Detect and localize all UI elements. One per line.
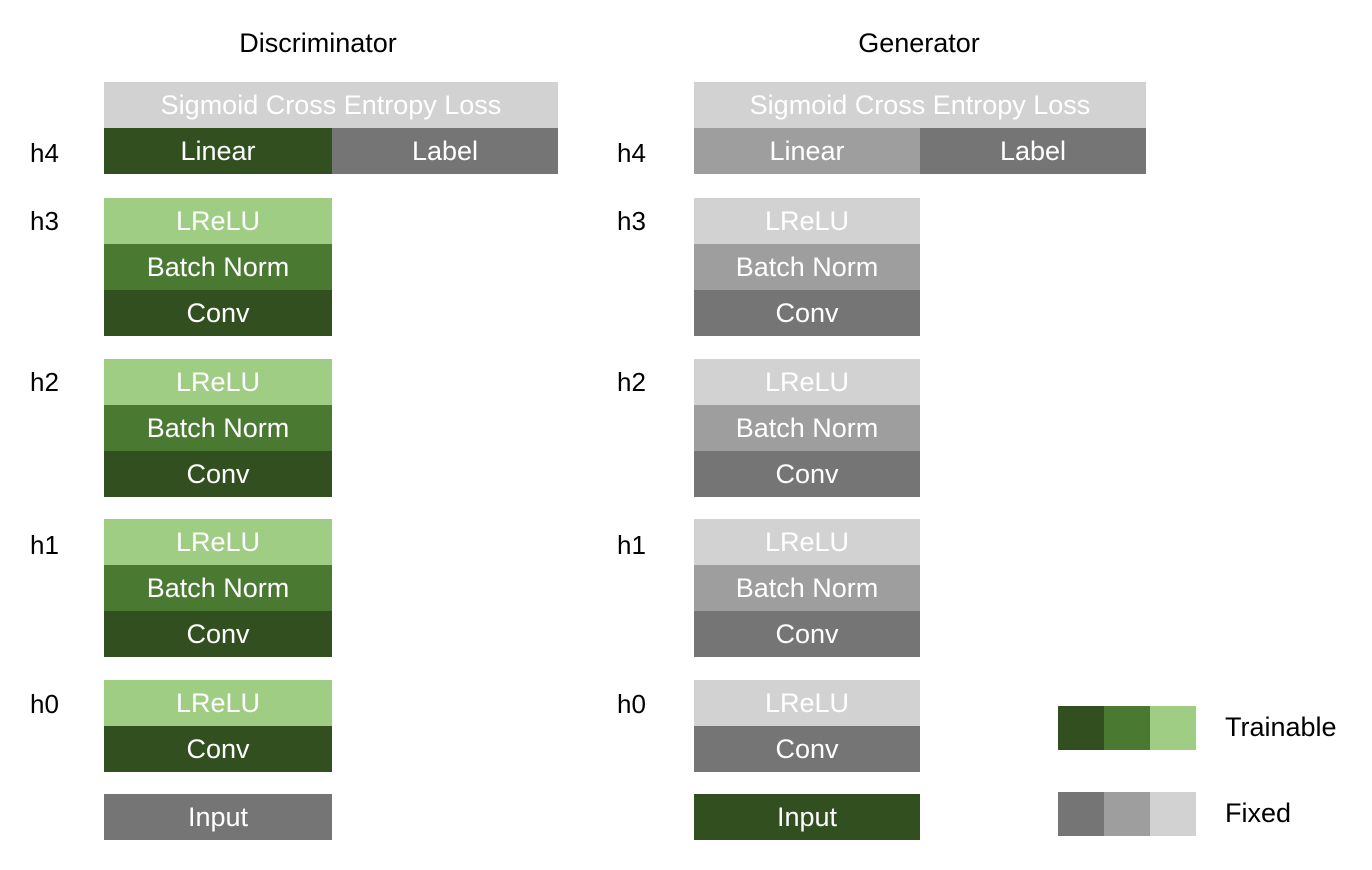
- discriminator-h4-label-block: Label: [332, 128, 558, 174]
- discriminator-h0-conv-block: Conv: [104, 726, 332, 772]
- discriminator-h1-batchnorm-block: Batch Norm: [104, 565, 332, 611]
- generator-h4-linear-block: Linear: [694, 128, 920, 174]
- discriminator-input-block: Input: [104, 794, 332, 840]
- generator-h2-conv-block: Conv: [694, 451, 920, 497]
- generator-h3-lrelu-block: LReLU: [694, 198, 920, 244]
- generator-h1-conv-block: Conv: [694, 611, 920, 657]
- discriminator-h2-batchnorm-block: Batch Norm: [104, 405, 332, 451]
- discriminator-h3-conv-block: Conv: [104, 290, 332, 336]
- legend-fixed-dark-swatch: [1058, 792, 1104, 836]
- generator-h1-lrelu-block: LReLU: [694, 519, 920, 565]
- generator-h2-label: h2: [617, 367, 646, 397]
- generator-title: Generator: [858, 28, 980, 58]
- discriminator-h2-lrelu-block: LReLU: [104, 359, 332, 405]
- generator-h2-batchnorm-block: Batch Norm: [694, 405, 920, 451]
- discriminator-loss-block: Sigmoid Cross Entropy Loss: [104, 82, 558, 128]
- discriminator-h3-lrelu-block: LReLU: [104, 198, 332, 244]
- generator-h3-label: h3: [617, 206, 646, 236]
- legend-trainable-label: Trainable: [1225, 712, 1337, 742]
- generator-h1-label: h1: [617, 530, 646, 560]
- discriminator-h3-batchnorm-block: Batch Norm: [104, 244, 332, 290]
- generator-h3-conv-block: Conv: [694, 290, 920, 336]
- legend-trainable-mid-swatch: [1104, 706, 1150, 750]
- generator-h0-lrelu-block: LReLU: [694, 680, 920, 726]
- discriminator-h0-label: h0: [30, 689, 59, 719]
- legend-fixed-mid-swatch: [1104, 792, 1150, 836]
- discriminator-h4-linear-block: Linear: [104, 128, 332, 174]
- legend-trainable-dark-swatch: [1058, 706, 1104, 750]
- generator-loss-block: Sigmoid Cross Entropy Loss: [694, 82, 1146, 128]
- generator-h3-batchnorm-block: Batch Norm: [694, 244, 920, 290]
- generator-h0-conv-block: Conv: [694, 726, 920, 772]
- generator-h4-label: h4: [617, 138, 646, 168]
- discriminator-h2-label: h2: [30, 367, 59, 397]
- legend-trainable-light-swatch: [1150, 706, 1196, 750]
- discriminator-h1-lrelu-block: LReLU: [104, 519, 332, 565]
- discriminator-h1-conv-block: Conv: [104, 611, 332, 657]
- discriminator-h1-label: h1: [30, 530, 59, 560]
- generator-h4-label-block: Label: [920, 128, 1146, 174]
- generator-h2-lrelu-block: LReLU: [694, 359, 920, 405]
- generator-h1-batchnorm-block: Batch Norm: [694, 565, 920, 611]
- discriminator-h2-conv-block: Conv: [104, 451, 332, 497]
- legend-fixed-label: Fixed: [1225, 798, 1292, 828]
- generator-h0-label: h0: [617, 689, 646, 719]
- discriminator-title: Discriminator: [239, 28, 397, 58]
- discriminator-h3-label: h3: [30, 206, 59, 236]
- generator-input-block: Input: [694, 794, 920, 840]
- legend-fixed-light-swatch: [1150, 792, 1196, 836]
- discriminator-h4-label: h4: [30, 138, 59, 168]
- discriminator-h0-lrelu-block: LReLU: [104, 680, 332, 726]
